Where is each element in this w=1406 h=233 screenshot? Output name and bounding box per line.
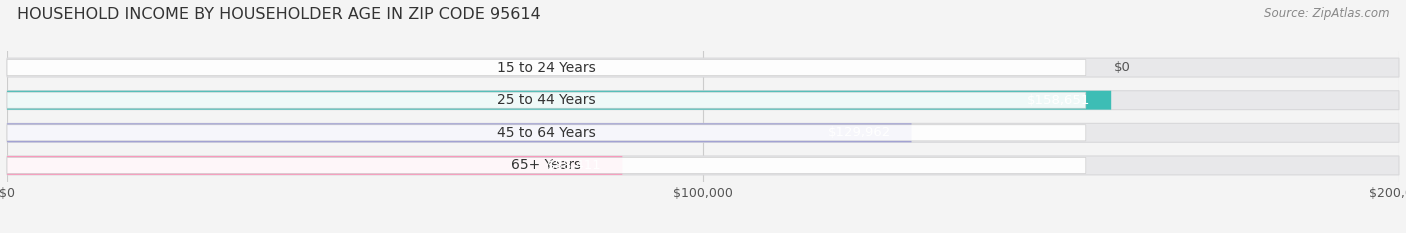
FancyBboxPatch shape xyxy=(7,123,911,142)
Text: Source: ZipAtlas.com: Source: ZipAtlas.com xyxy=(1264,7,1389,20)
FancyBboxPatch shape xyxy=(7,125,1085,141)
FancyBboxPatch shape xyxy=(7,91,1111,110)
Text: $0: $0 xyxy=(1114,61,1130,74)
Text: $129,962: $129,962 xyxy=(827,126,890,139)
Text: 65+ Years: 65+ Years xyxy=(512,158,582,172)
Text: HOUSEHOLD INCOME BY HOUSEHOLDER AGE IN ZIP CODE 95614: HOUSEHOLD INCOME BY HOUSEHOLDER AGE IN Z… xyxy=(17,7,541,22)
FancyBboxPatch shape xyxy=(7,123,1399,142)
Text: 15 to 24 Years: 15 to 24 Years xyxy=(498,61,596,75)
Text: $88,411: $88,411 xyxy=(547,159,602,172)
Text: 25 to 44 Years: 25 to 44 Years xyxy=(498,93,596,107)
Text: 45 to 64 Years: 45 to 64 Years xyxy=(498,126,596,140)
FancyBboxPatch shape xyxy=(7,156,623,175)
FancyBboxPatch shape xyxy=(7,156,1399,175)
FancyBboxPatch shape xyxy=(7,58,1399,77)
FancyBboxPatch shape xyxy=(7,92,1085,108)
FancyBboxPatch shape xyxy=(7,157,1085,174)
FancyBboxPatch shape xyxy=(7,91,1399,110)
FancyBboxPatch shape xyxy=(7,59,1085,76)
Text: $158,651: $158,651 xyxy=(1026,94,1090,107)
